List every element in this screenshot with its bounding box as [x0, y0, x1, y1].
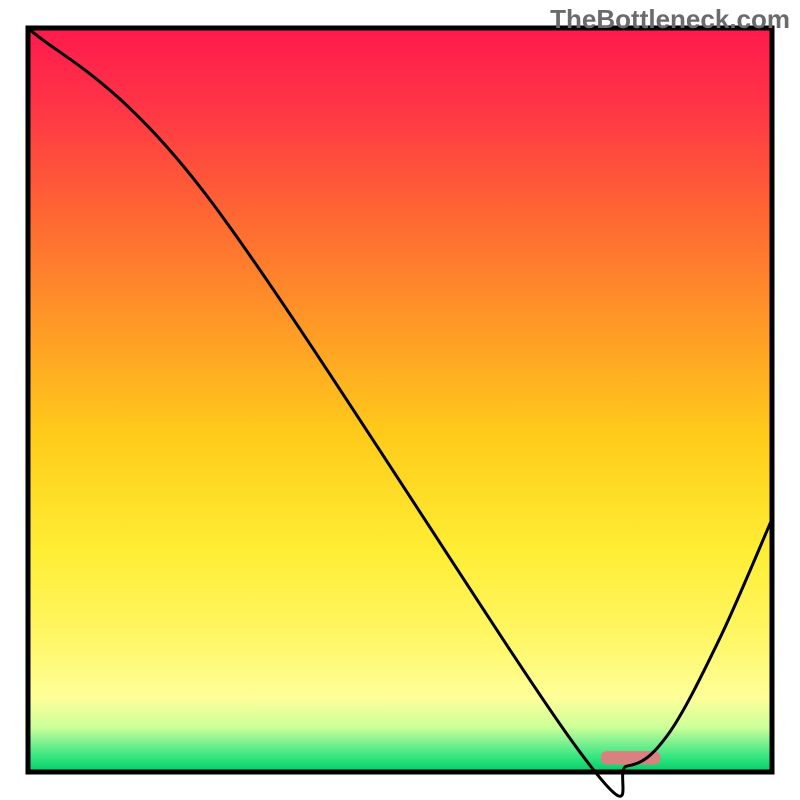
- gradient-background: [28, 28, 772, 772]
- watermark-text: TheBottleneck.com: [550, 4, 790, 35]
- chart-container: TheBottleneck.com: [0, 0, 800, 800]
- bottleneck-chart: [0, 0, 800, 800]
